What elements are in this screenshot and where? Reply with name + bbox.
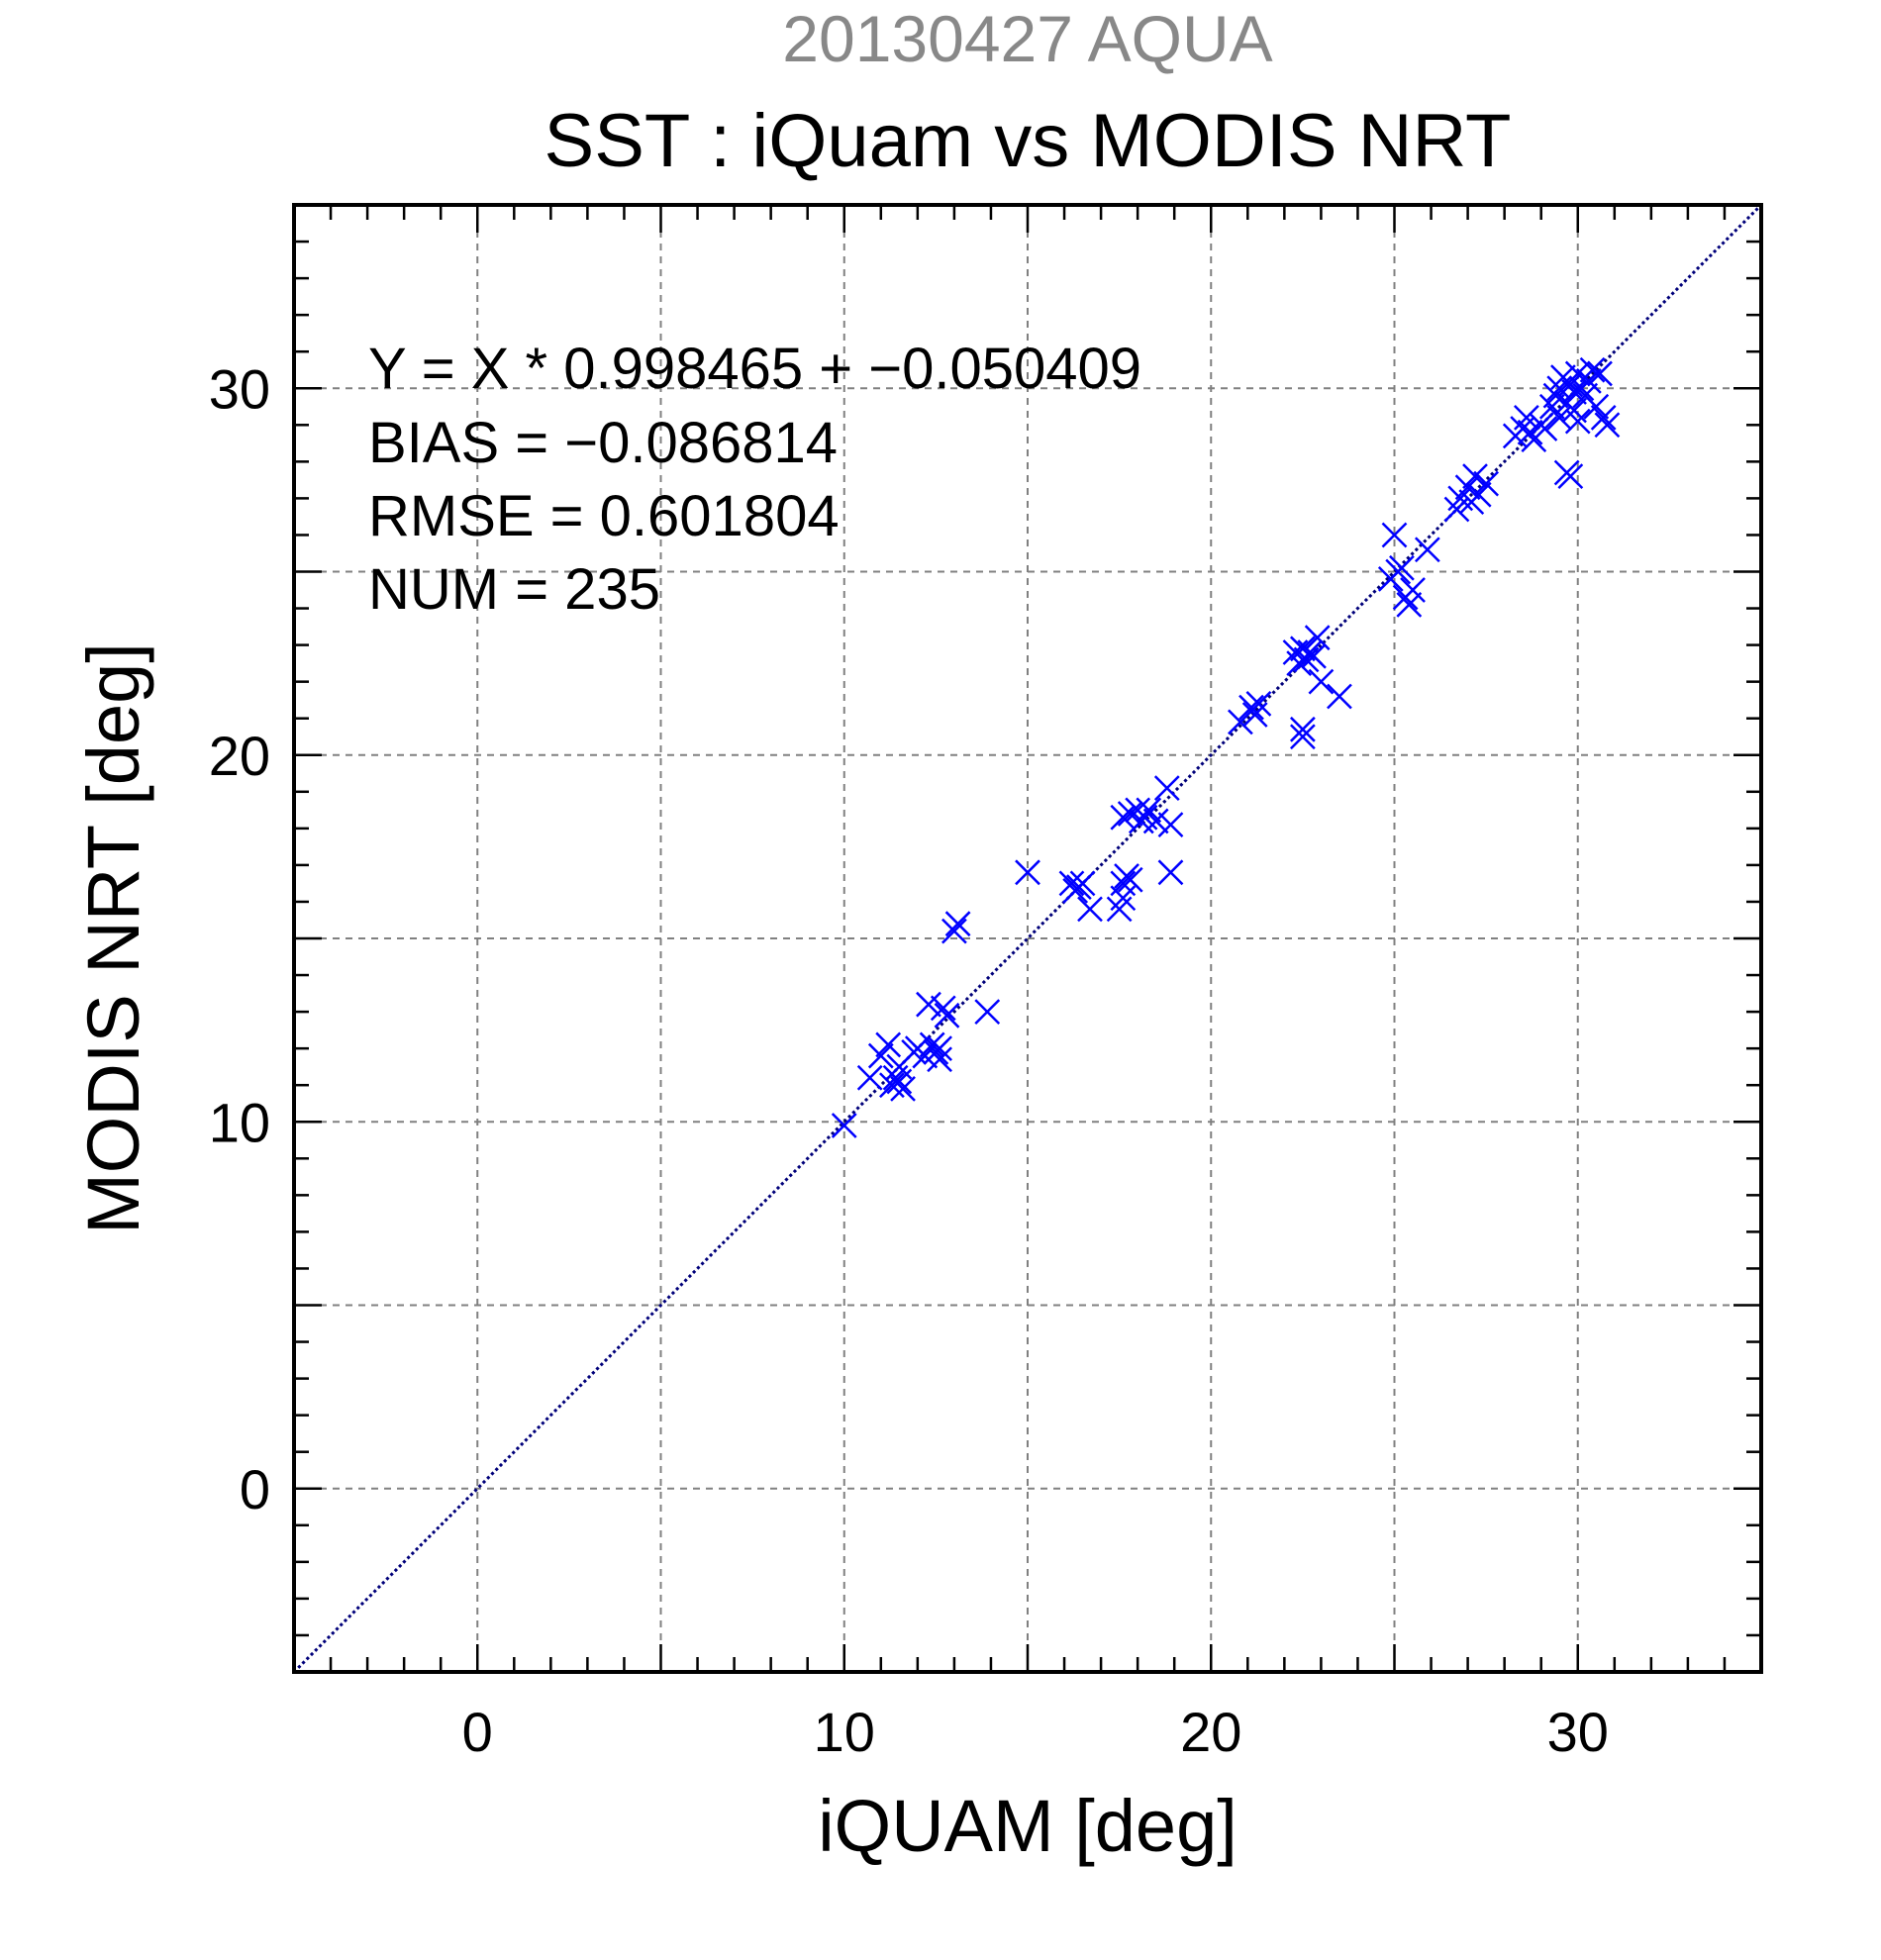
stats-bias: BIAS = −0.086814 <box>368 411 838 475</box>
data-point <box>1289 724 1316 750</box>
data-point <box>1389 554 1415 581</box>
grid <box>294 205 1761 1672</box>
x-tick-label: 30 <box>1547 1701 1609 1763</box>
tick-labels: 0 10 20 30 0 10 20 30 <box>209 357 1609 1763</box>
y-tick-label: 20 <box>209 725 270 787</box>
data-point <box>867 1042 894 1069</box>
data-point <box>856 1064 883 1091</box>
data-point <box>1015 859 1040 886</box>
data-point <box>927 1046 952 1073</box>
data-point <box>1473 470 1500 497</box>
data-point <box>1238 694 1264 721</box>
x-tick-label: 10 <box>814 1701 875 1763</box>
data-point <box>1157 812 1184 838</box>
data-point <box>1142 808 1169 834</box>
data-point <box>1117 866 1143 893</box>
y-tick-label: 30 <box>209 357 270 420</box>
data-point <box>1594 412 1621 439</box>
minor-ticks <box>294 205 1761 1672</box>
data-point <box>1465 481 1492 508</box>
data-point <box>1513 405 1539 431</box>
data-point <box>1590 405 1617 431</box>
reference-line <box>292 203 1763 1674</box>
data-point <box>1110 870 1137 897</box>
y-tick-label: 0 <box>240 1458 270 1520</box>
data-point <box>941 918 967 944</box>
data-point <box>1564 360 1591 387</box>
data-point <box>1077 896 1103 923</box>
data-point <box>831 1113 857 1138</box>
chart-title: SST : iQuam vs MODIS NRT <box>544 99 1512 183</box>
stats-regression: Y = X * 0.998465 + −0.050409 <box>368 337 1141 401</box>
data-point <box>944 911 971 937</box>
data-point <box>1587 360 1613 387</box>
data-point <box>1157 859 1184 886</box>
data-point <box>934 1002 960 1029</box>
data-point <box>1400 577 1426 603</box>
data-points <box>831 356 1621 1138</box>
data-point <box>974 999 1001 1025</box>
data-point <box>1564 408 1591 435</box>
chart-title-top: 20130427 AQUA <box>782 2 1272 75</box>
data-point <box>1153 775 1180 801</box>
stats-rmse: RMSE = 0.601804 <box>368 484 840 548</box>
data-point <box>1308 668 1335 695</box>
data-point <box>1245 690 1272 717</box>
data-point <box>1517 419 1543 445</box>
stats-num: NUM = 235 <box>368 557 660 622</box>
data-point <box>1583 393 1610 420</box>
data-point <box>875 1031 902 1058</box>
x-axis-label: iQUAM [deg] <box>818 1785 1238 1867</box>
data-point <box>1327 683 1352 710</box>
y-tick-label: 10 <box>209 1091 270 1153</box>
data-point <box>1414 537 1440 563</box>
y-axis-label: MODIS NRT [deg] <box>72 642 154 1234</box>
data-point <box>1381 522 1408 548</box>
data-point <box>1557 463 1584 490</box>
x-tick-label: 0 <box>462 1701 493 1763</box>
data-point <box>1304 625 1331 651</box>
x-tick-label: 20 <box>1180 1701 1241 1763</box>
plot-frame <box>292 203 1763 1674</box>
data-point <box>1058 870 1085 897</box>
data-point <box>930 995 956 1022</box>
data-point <box>1396 591 1423 618</box>
data-point <box>890 1076 916 1102</box>
data-point <box>1293 646 1320 673</box>
data-point <box>1579 356 1606 383</box>
reference-line-layer <box>292 203 1763 1674</box>
stats-block: Y = X * 0.998465 + −0.050409 BIAS = −0.0… <box>368 337 1141 622</box>
data-point <box>919 1031 945 1058</box>
data-point <box>1136 797 1162 824</box>
data-point <box>1289 716 1316 742</box>
data-point <box>916 991 941 1018</box>
data-point <box>1069 870 1096 897</box>
data-point <box>927 1035 952 1062</box>
data-point <box>1532 416 1558 441</box>
